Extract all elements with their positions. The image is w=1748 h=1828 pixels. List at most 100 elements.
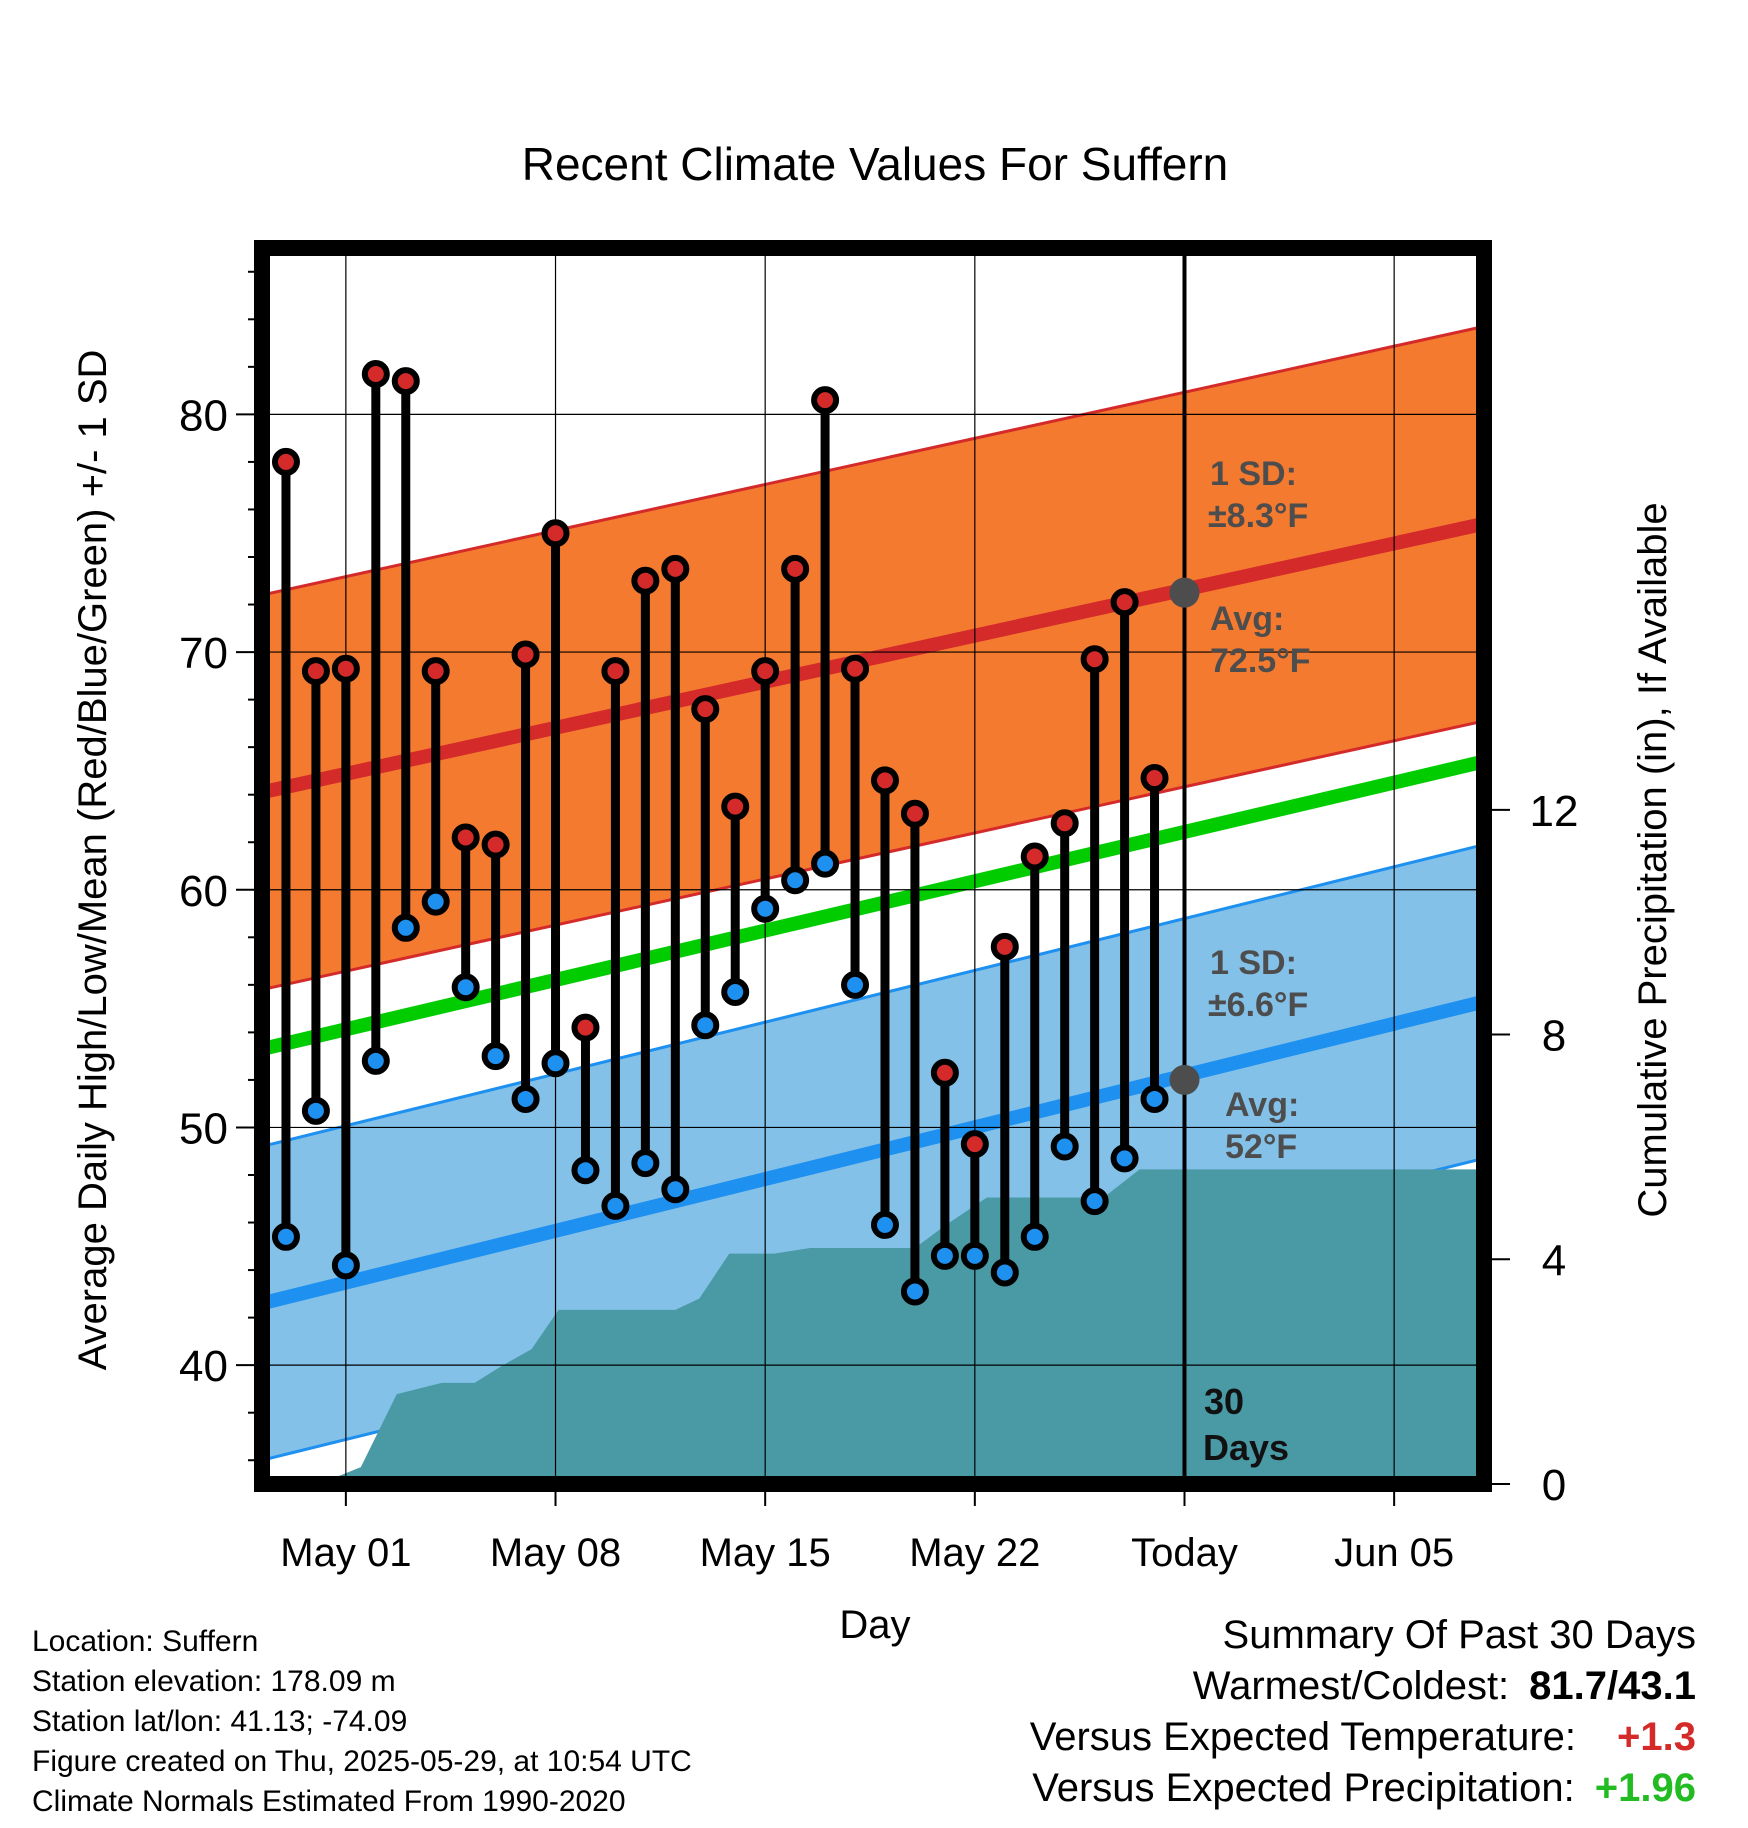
daily-low-point <box>1080 1187 1109 1216</box>
daily-high-point <box>721 792 750 821</box>
precip-area <box>318 1169 1484 1484</box>
y-left-tick-label: 40 <box>179 1342 228 1391</box>
period-annotation: 30 Days <box>1203 1381 1289 1468</box>
daily-high-point <box>691 695 720 724</box>
summary-precip-row: Versus Expected Precipitation: +1.96 <box>1030 1763 1696 1814</box>
daily-low-point <box>631 1149 660 1178</box>
y-axis-label-left: Average Daily High/Low/Mean (Red/Blue/Gr… <box>71 350 115 1371</box>
high-avg-line <box>262 516 1484 800</box>
daily-low-point <box>511 1084 540 1113</box>
daily-low-point <box>541 1049 570 1078</box>
station-latlon: Station lat/lon: 41.13; -74.09 <box>32 1705 408 1738</box>
low-avg-label: Avg: <box>1225 1086 1299 1124</box>
chart-title: Recent Climate Values For Suffern <box>522 138 1229 190</box>
x-tick-label: May 01 <box>280 1531 411 1575</box>
daily-low-point <box>1020 1222 1049 1251</box>
summary-warm-row: Warmest/Coldest: 81.7/43.1 <box>1030 1661 1696 1712</box>
daily-low-point <box>841 970 870 999</box>
daily-high-point <box>331 654 360 683</box>
daily-low-point <box>751 894 780 923</box>
summary-precip-label: Versus Expected Precipitation: <box>1032 1766 1575 1810</box>
daily-low-point <box>331 1251 360 1280</box>
summary-warm-value: 81.7/43.1 <box>1529 1664 1696 1708</box>
daily-high-point <box>990 932 1019 961</box>
period-days-label: Days <box>1203 1427 1289 1468</box>
daily-high-point <box>481 830 510 859</box>
daily-low-point <box>811 849 840 878</box>
daily-low-point <box>661 1175 690 1204</box>
axes: 40 50 60 70 80 0 4 8 12 May 01 May 08 May 15 May 22 T… <box>179 270 1579 1575</box>
daily-low-point <box>781 866 810 895</box>
daily-low-point <box>870 1210 899 1239</box>
daily-high-point <box>391 367 420 396</box>
low-sd-value: ±6.6°F <box>1208 986 1308 1024</box>
x-tick-label: May 15 <box>700 1531 831 1575</box>
daily-high-point <box>870 766 899 795</box>
high-normal-marker <box>1169 577 1200 608</box>
daily-high-point <box>930 1058 959 1087</box>
y-right-tick-label: 4 <box>1542 1236 1566 1285</box>
x-tick-label: May 22 <box>909 1531 1040 1575</box>
daily-high-point <box>541 519 570 548</box>
daily-high-point <box>900 799 929 828</box>
y-left-tick-label: 50 <box>179 1104 228 1153</box>
y-left-tick-label: 60 <box>179 867 228 916</box>
daily-low-point <box>481 1042 510 1071</box>
daily-low-point <box>930 1241 959 1270</box>
daily-high-point <box>1020 842 1049 871</box>
daily-low-point <box>691 1011 720 1040</box>
figure-created: Figure created on Thu, 2025-05-29, at 10… <box>32 1745 692 1778</box>
summary-temp-value: +1.3 <box>1617 1715 1696 1759</box>
daily-low-point <box>421 887 450 916</box>
daily-low-point <box>960 1241 989 1270</box>
daily-low-point <box>361 1046 390 1075</box>
daily-low-point <box>1110 1144 1139 1173</box>
summary-temp-label: Versus Expected Temperature: <box>1029 1715 1576 1759</box>
plot-frame <box>254 240 1492 1492</box>
daily-high-point <box>361 359 390 388</box>
summary-temp-row: Versus Expected Temperature: +1.3 <box>1030 1712 1696 1763</box>
daily-high-point <box>511 640 540 669</box>
daily-high-point <box>301 657 330 686</box>
y-right-tick-label: 0 <box>1542 1461 1566 1510</box>
daily-low-point <box>301 1096 330 1125</box>
low-avg-value: 52°F <box>1225 1128 1297 1166</box>
daily-high-point <box>271 447 300 476</box>
daily-high-point <box>1080 645 1109 674</box>
daily-low-point <box>900 1277 929 1306</box>
station-elevation: Station elevation: 178.09 m <box>32 1665 396 1698</box>
daily-low-point <box>721 977 750 1006</box>
high-avg-label: Avg: <box>1210 600 1284 638</box>
x-tick-label: Today <box>1131 1531 1238 1575</box>
x-tick-label: Jun 05 <box>1334 1531 1454 1575</box>
daily-high-point <box>1050 809 1079 838</box>
summary-panel: Summary Of Past 30 Days Warmest/Coldest:… <box>1030 1610 1696 1814</box>
high-sd-value: ±8.3°F <box>1208 497 1308 535</box>
daily-low-point <box>391 913 420 942</box>
climate-normals-note: Climate Normals Estimated From 1990-2020 <box>32 1785 626 1818</box>
daily-low-point <box>1050 1132 1079 1161</box>
y-left-tick-label: 80 <box>179 391 228 440</box>
daily-high-point <box>601 657 630 686</box>
y-right-tick-label: 12 <box>1530 787 1579 836</box>
daily-high-point <box>451 823 480 852</box>
daily-low-point <box>571 1156 600 1185</box>
summary-heading: Summary Of Past 30 Days <box>1222 1613 1696 1657</box>
daily-high-point <box>960 1130 989 1159</box>
daily-low-point <box>1140 1084 1169 1113</box>
low-normal-annotation: 1 SD: ±6.6°F Avg: 52°F <box>1208 944 1308 1166</box>
period-days-count: 30 <box>1204 1381 1244 1422</box>
low-normal-marker <box>1169 1064 1200 1095</box>
high-avg-value: 72.5°F <box>1210 642 1311 680</box>
y-left-tick-label: 70 <box>179 629 228 678</box>
station-location: Location: Suffern <box>32 1625 259 1658</box>
low-avg-line <box>262 994 1484 1311</box>
daily-high-point <box>571 1013 600 1042</box>
high-normal-annotation: 1 SD: ±8.3°F Avg: 72.5°F <box>1208 455 1311 680</box>
daily-series <box>271 359 1200 1306</box>
daily-high-point <box>781 554 810 583</box>
x-tick-label: May 08 <box>490 1531 621 1575</box>
daily-high-point <box>1140 764 1169 793</box>
daily-low-point <box>451 973 480 1002</box>
